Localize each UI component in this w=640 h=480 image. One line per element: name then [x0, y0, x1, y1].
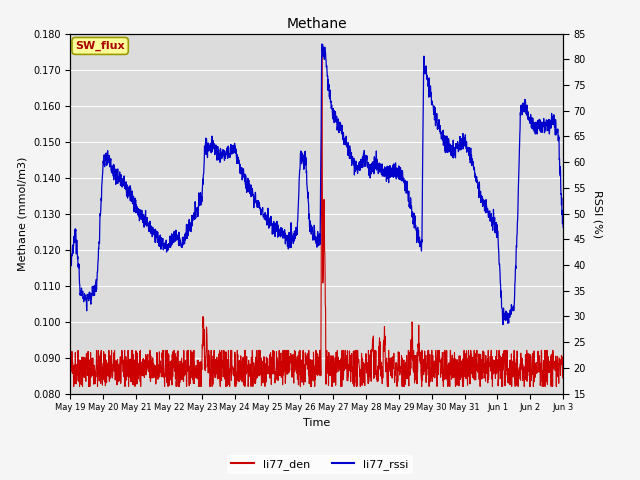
X-axis label: Time: Time [303, 418, 330, 428]
Text: SW_flux: SW_flux [76, 41, 125, 51]
Legend: li77_den, li77_rssi: li77_den, li77_rssi [227, 455, 413, 474]
Title: Methane: Methane [287, 17, 347, 31]
Y-axis label: RSSI (%): RSSI (%) [593, 190, 603, 238]
Y-axis label: Methane (mmol/m3): Methane (mmol/m3) [17, 156, 28, 271]
